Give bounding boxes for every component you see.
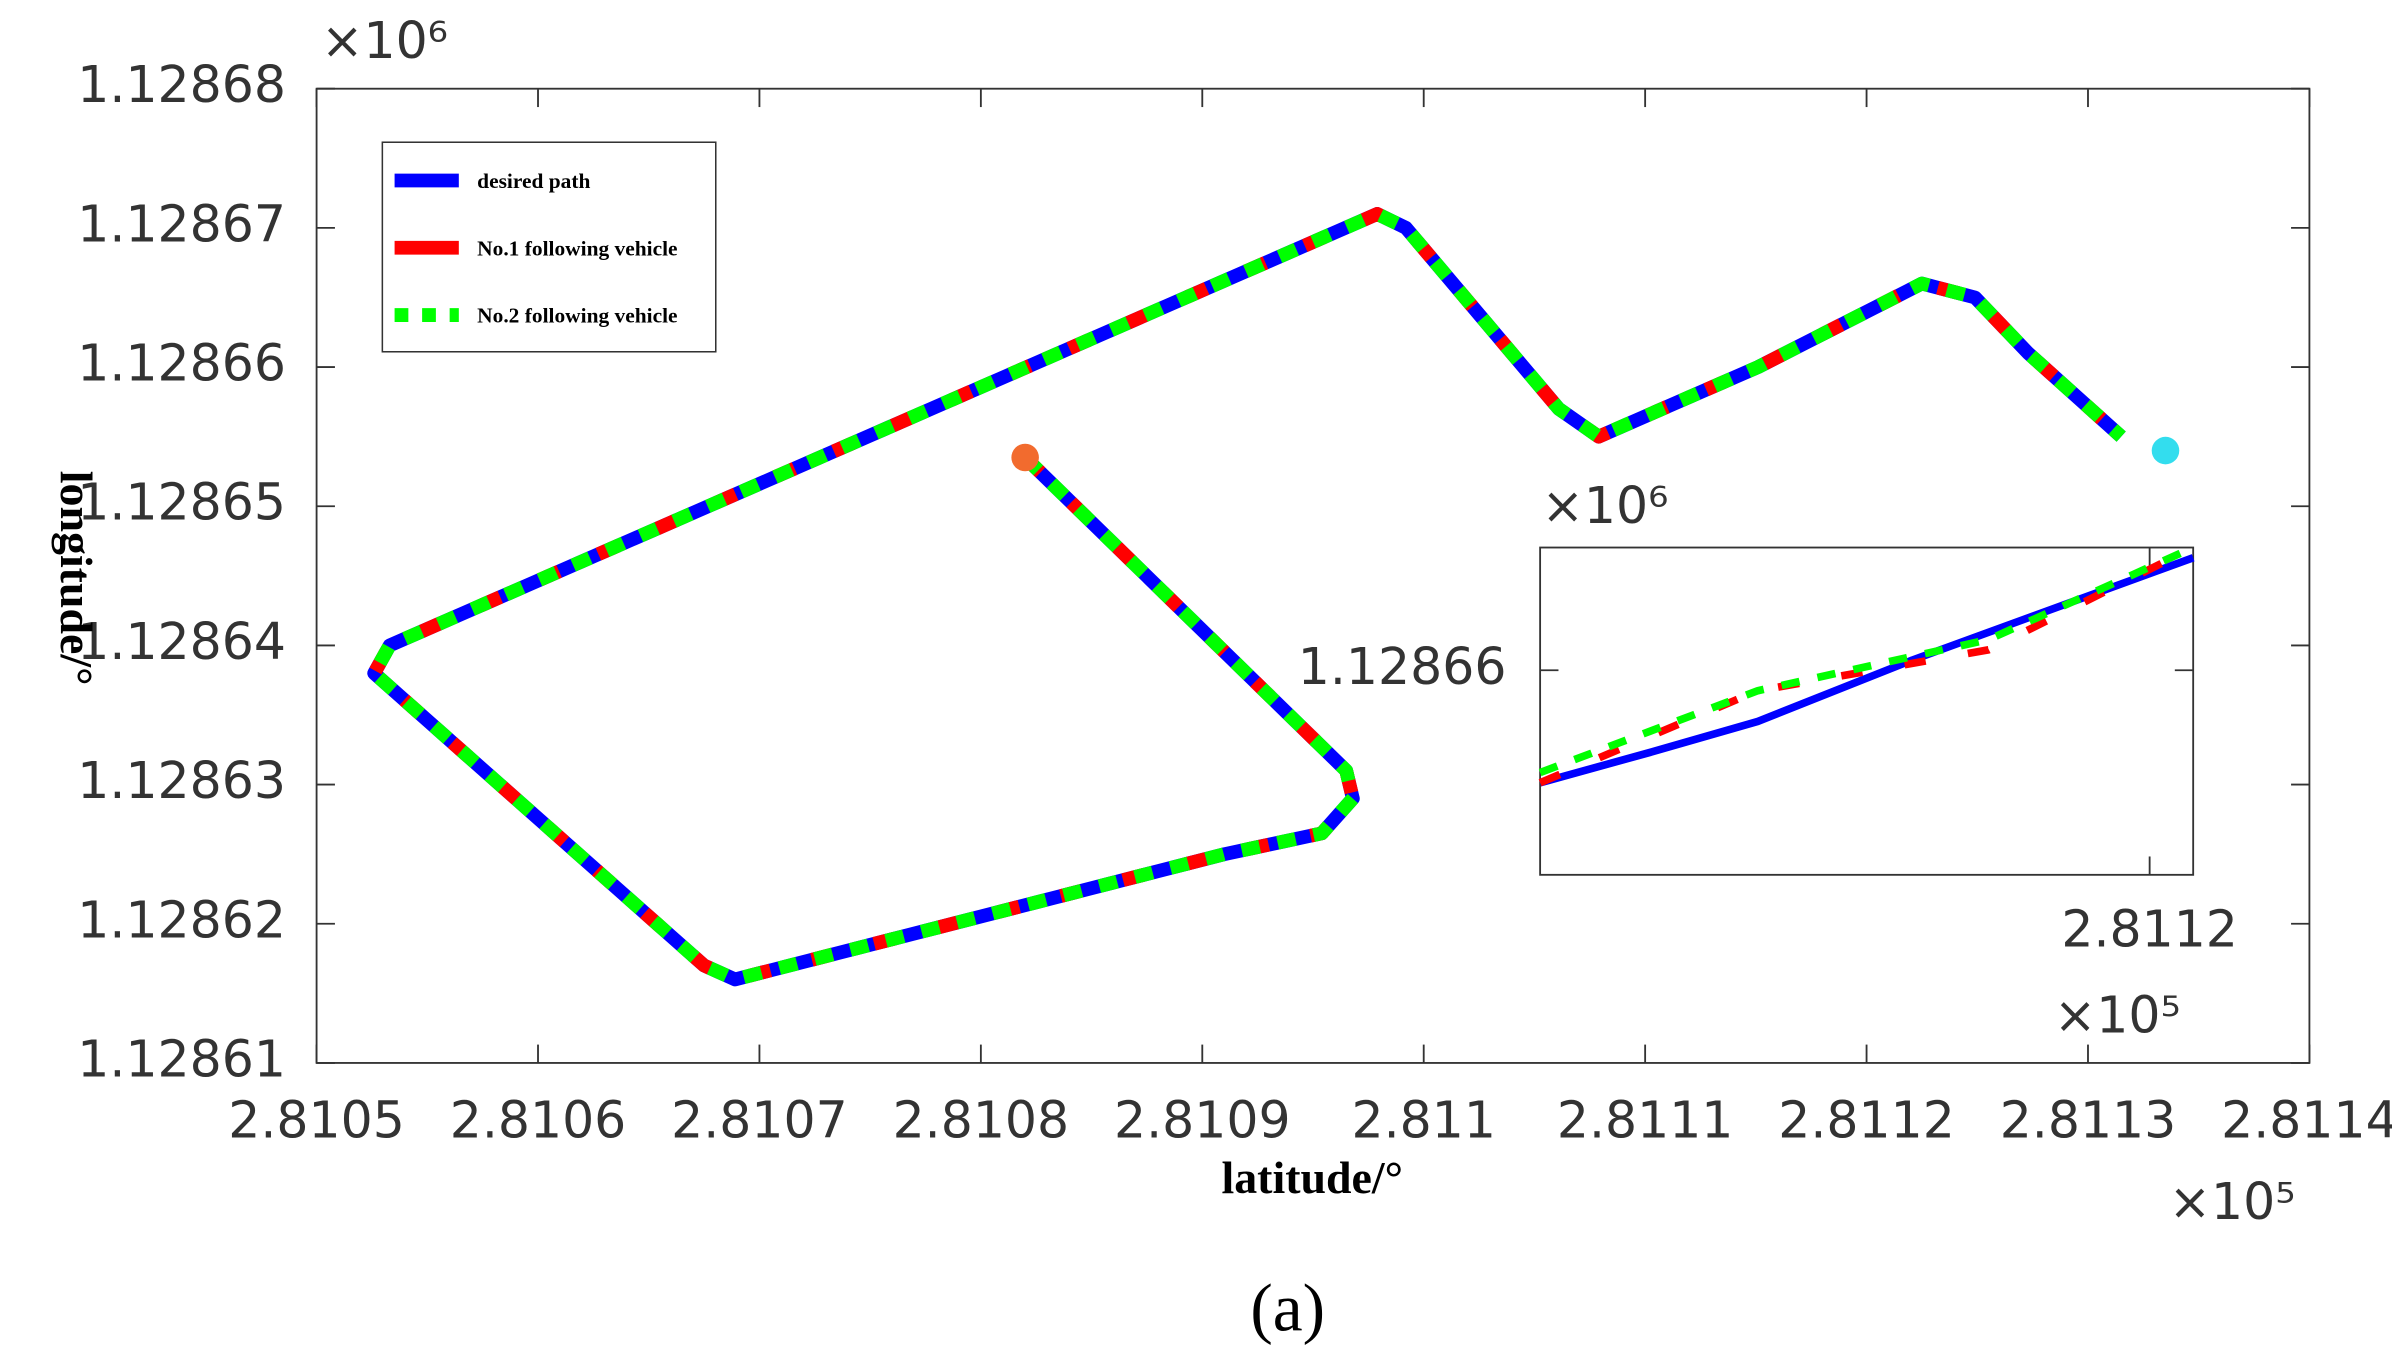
y-tick-label: 1.12865 — [77, 473, 286, 532]
y-tick-label: 1.12866 — [1298, 637, 1507, 696]
caption: (a) — [1250, 1271, 1325, 1346]
y-axis-label: longitude/° — [51, 471, 102, 686]
legend-label: No.1 following vehicle — [477, 236, 677, 260]
x-tick-label: 2.8106 — [450, 1091, 627, 1150]
y-tick-label: 1.12863 — [77, 751, 286, 810]
plot-area — [1539, 546, 2195, 876]
endpoint-marker — [2151, 436, 2180, 465]
legend-label: desired path — [477, 169, 590, 193]
x-exponent: ×10⁵ — [2169, 1172, 2296, 1231]
y-tick-label: 1.12868 — [77, 55, 286, 114]
y-exponent: ×10⁶ — [321, 11, 448, 70]
series-line — [367, 207, 2126, 987]
x-tick-label: 2.8107 — [671, 1091, 848, 1150]
endpoint-marker — [1011, 443, 1039, 472]
series-line — [1538, 544, 2195, 787]
x-tick-label: 2.8112 — [2061, 899, 2238, 958]
y-tick-label: 1.12861 — [77, 1029, 286, 1088]
y-tick-label: 1.12866 — [77, 334, 286, 393]
x-tick-label: 2.8112 — [1778, 1091, 1955, 1150]
series-line — [1539, 554, 2195, 787]
x-tick-label: 2.8109 — [1114, 1091, 1291, 1150]
x-axis-label: latitude/° — [1222, 1152, 1403, 1203]
y-exponent: ×10⁶ — [1542, 476, 1669, 535]
x-tick-label: 2.8105 — [228, 1091, 405, 1150]
y-tick-label: 1.12864 — [77, 612, 286, 671]
x-tick-label: 2.8108 — [893, 1091, 1070, 1150]
x-tick-label: 2.8111 — [1557, 1091, 1734, 1150]
legend-label: No.2 following vehicle — [477, 304, 677, 328]
series-line — [1538, 544, 2195, 777]
x-tick-label: 2.8114 — [2221, 1091, 2392, 1150]
x-tick-label: 2.8113 — [2000, 1091, 2177, 1150]
y-tick-label: 1.12862 — [77, 890, 286, 949]
x-tick-label: 2.811 — [1351, 1091, 1495, 1150]
x-exponent: ×10⁵ — [2054, 985, 2181, 1044]
legend: desired path No.1 following vehicle No.2 f… — [381, 141, 717, 353]
y-tick-label: 1.12867 — [77, 194, 286, 253]
